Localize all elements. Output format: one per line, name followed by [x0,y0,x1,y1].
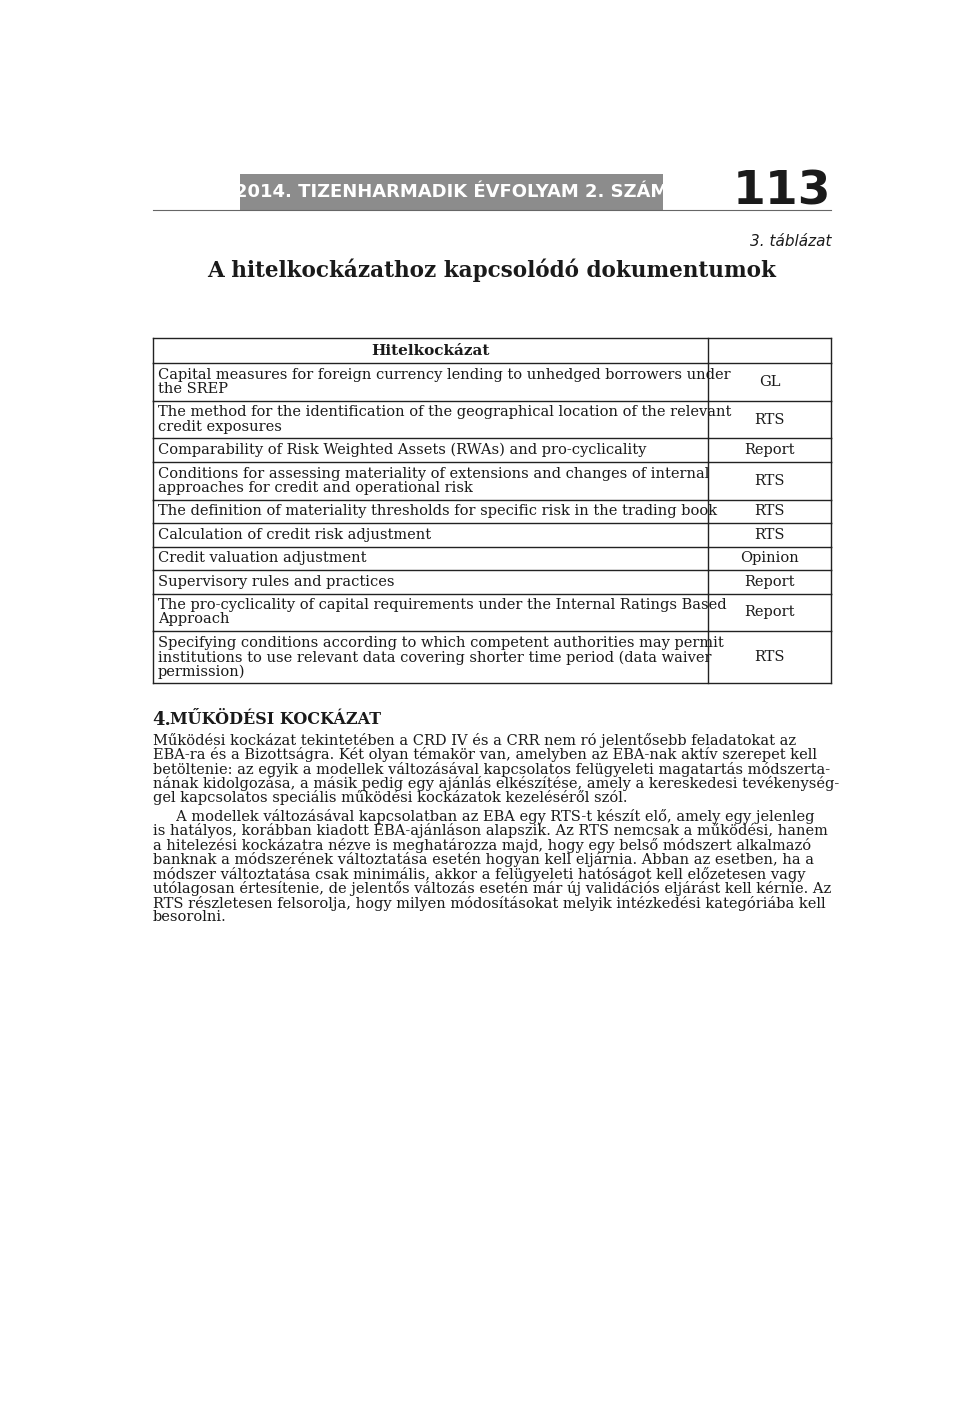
Text: The method for the identification of the geographical location of the relevant: The method for the identification of the… [158,406,732,420]
Text: RTS: RTS [755,505,785,519]
Text: RTS: RTS [755,527,785,542]
Text: utólagosan értesítenie, de jelentős változás esetén már új validációs eljárást k: utólagosan értesítenie, de jelentős vált… [153,881,830,896]
Text: is hatályos, korábban kiadott EBA-ajánláson alapszik. Az RTS nemcsak a működési,: is hatályos, korábban kiadott EBA-ajánlá… [153,823,828,839]
Text: approaches for credit and operational risk: approaches for credit and operational ri… [158,481,473,495]
Text: Opinion: Opinion [740,551,799,566]
Bar [240,174,662,209]
Text: Credit valuation adjustment: Credit valuation adjustment [158,551,367,566]
Text: 2014. TIZENHARMADIK ÉVFOLYAM 2. SZÁM: 2014. TIZENHARMADIK ÉVFOLYAM 2. SZÁM [234,182,668,201]
Text: 3. táblázat: 3. táblázat [750,235,831,249]
Text: Comparability of Risk Weighted Assets (RWAs) and pro-cyclicality: Comparability of Risk Weighted Assets (R… [158,443,646,457]
Text: institutions to use relevant data covering shorter time period (data waiver: institutions to use relevant data coveri… [158,650,711,665]
Text: módszer változtatása csak minimális, akkor a felügyeleti hatóságot kell előzetes: módszer változtatása csak minimális, akk… [153,867,805,882]
Text: Report: Report [744,605,795,619]
Text: nának kidolgozása, a másik pedig egy ajánlás elkészítése, amely a kereskedesi te: nának kidolgozása, a másik pedig egy ajá… [153,776,839,790]
Text: Supervisory rules and practices: Supervisory rules and practices [158,574,395,588]
Text: A modellek változásával kapcsolatban az EBA egy RTS-t készít elő, amely egy jele: A modellek változásával kapcsolatban az … [153,809,814,824]
Text: RTS részletesen felsorolja, hogy milyen módosításokat melyik intézkedési kategór: RTS részletesen felsorolja, hogy milyen … [153,895,826,911]
Text: The definition of materiality thresholds for specific risk in the trading book: The definition of materiality thresholds… [158,505,717,519]
Text: credit exposures: credit exposures [158,420,282,434]
Text: Approach: Approach [158,612,229,626]
Text: Capital measures for foreign currency lending to unhedged borrowers under: Capital measures for foreign currency le… [158,368,731,382]
Text: A hitelkockázathoz kapcsolódó dokumentumok: A hitelkockázathoz kapcsolódó dokumentum… [207,259,777,283]
Text: Conditions for assessing materiality of extensions and changes of internal: Conditions for assessing materiality of … [158,467,709,481]
Text: GL: GL [759,375,780,389]
Text: 4.: 4. [153,711,172,730]
Text: betöltenie: az egyik a modellek változásával kapcsolatos felügyeleti magatartás : betöltenie: az egyik a modellek változás… [153,762,829,776]
Text: The pro-cyclicality of capital requirements under the Internal Ratings Based: The pro-cyclicality of capital requireme… [158,598,727,612]
Text: RTS: RTS [755,474,785,488]
Text: 113: 113 [732,170,831,215]
Text: the SREP: the SREP [158,382,228,396]
Text: RTS: RTS [755,413,785,427]
Text: a hitelezési kockázatra nézve is meghatározza majd, hogy egy belső módszert alka: a hitelezési kockázatra nézve is meghatá… [153,837,810,853]
Text: Calculation of credit risk adjustment: Calculation of credit risk adjustment [158,527,431,542]
Text: EBA-ra és a Bizottságra. Két olyan témakör van, amelyben az EBA-nak aktív szerep: EBA-ra és a Bizottságra. Két olyan témak… [153,747,817,762]
Text: RTS: RTS [755,650,785,665]
Text: Specifying conditions according to which competent authorities may permit: Specifying conditions according to which… [158,636,724,650]
Text: Report: Report [744,575,795,588]
Text: besorolni.: besorolni. [153,911,227,925]
Text: gel kapcsolatos speciális működési kockázatok kezeléséről szól.: gel kapcsolatos speciális működési kocká… [153,790,627,806]
Text: Működési kockázat tekintetében a CRD IV és a CRR nem ró jelentősebb feladatokat : Működési kockázat tekintetében a CRD IV … [153,732,796,748]
Text: permission): permission) [158,665,246,679]
Text: Hitelkockázat: Hitelkockázat [371,344,490,358]
Text: Report: Report [744,443,795,457]
Text: MŰKÖDÉSI KOCKÁZAT: MŰKÖDÉSI KOCKÁZAT [170,711,380,728]
Text: banknak a módszerének változtatása esetén hogyan kell eljárnia. Abban az esetben: banknak a módszerének változtatása eseté… [153,853,813,867]
